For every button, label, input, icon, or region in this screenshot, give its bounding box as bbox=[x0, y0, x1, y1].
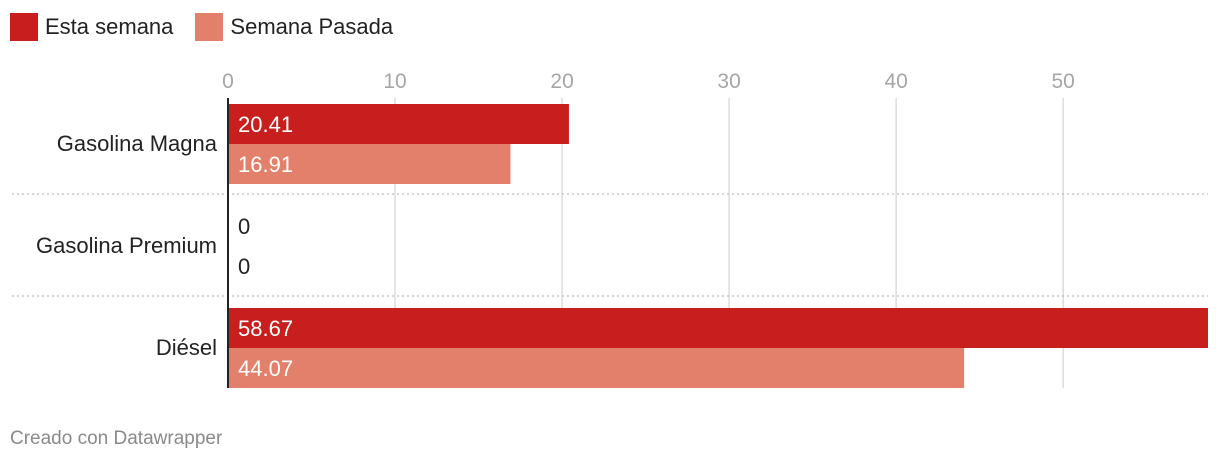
bar-chart: 0 10 20 30 40 50 Gasolina Magna 20.41 16.91 Gasol… bbox=[12, 70, 1208, 388]
x-tick-label-30: 30 bbox=[717, 70, 740, 93]
bar-value-label: 0 bbox=[238, 214, 250, 239]
bar-semana-pasada bbox=[228, 144, 511, 184]
category-label: Gasolina Magna bbox=[57, 131, 218, 156]
legend-item-esta-semana: Esta semana bbox=[10, 13, 173, 41]
legend-label-semana-pasada: Semana Pasada bbox=[230, 14, 394, 39]
legend-swatch-esta-semana bbox=[10, 13, 38, 41]
bar-value-label: 44.07 bbox=[238, 356, 293, 381]
legend-item-semana-pasada: Semana Pasada bbox=[195, 13, 393, 41]
legend: Esta semana Semana Pasada bbox=[10, 12, 415, 42]
bar-value-label: 20.41 bbox=[238, 112, 293, 137]
x-tick-label-10: 10 bbox=[383, 70, 406, 93]
bar-esta-semana bbox=[228, 308, 1208, 348]
category-label: Diésel bbox=[156, 335, 217, 360]
legend-swatch-semana-pasada bbox=[195, 13, 224, 41]
bar-semana-pasada bbox=[228, 348, 965, 388]
x-tick-label-50: 50 bbox=[1052, 70, 1075, 93]
bar-value-label: 16.91 bbox=[238, 152, 293, 177]
x-tick-label-0: 0 bbox=[222, 70, 234, 93]
footer-credit: Creado con Datawrapper bbox=[10, 428, 223, 449]
bar-value-label: 0 bbox=[238, 254, 250, 279]
x-tick-label-40: 40 bbox=[884, 70, 907, 93]
bar-value-label: 58.67 bbox=[238, 316, 293, 341]
bar-esta-semana bbox=[228, 104, 569, 144]
x-tick-label-20: 20 bbox=[550, 70, 573, 93]
category-label: Gasolina Premium bbox=[36, 233, 217, 258]
legend-label-esta-semana: Esta semana bbox=[45, 14, 174, 39]
